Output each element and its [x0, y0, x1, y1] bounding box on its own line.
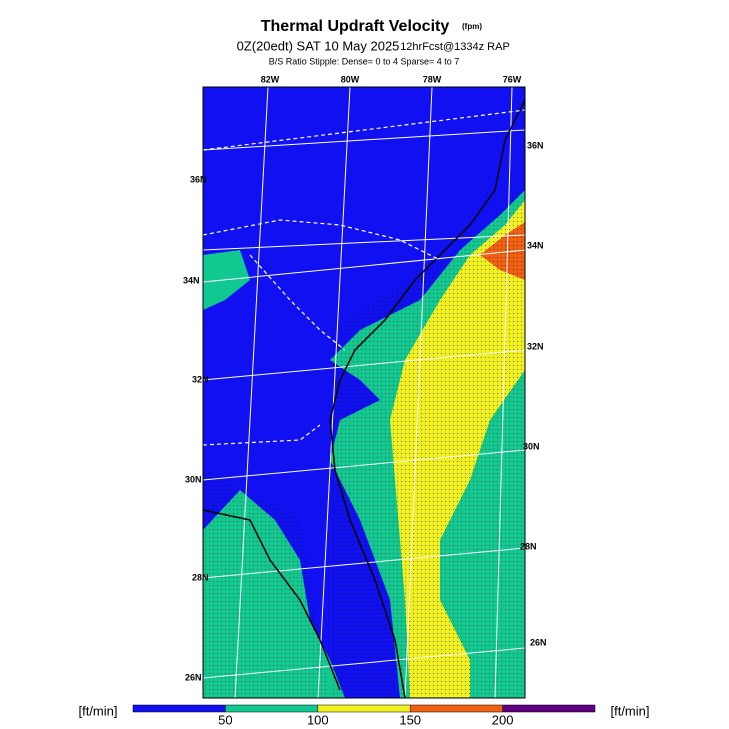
borders — [202, 109, 526, 446]
colorbar-unit: [ft/min] — [78, 703, 117, 718]
lon-label: 76W — [503, 74, 522, 84]
lon-label: 82W — [261, 74, 280, 84]
coastline — [202, 99, 526, 699]
lat-label: 26N — [185, 672, 202, 682]
stipple — [203, 470, 330, 698]
lat-label: 28N — [192, 572, 209, 582]
stipple-note: B/S Ratio Stipple: Dense= 0 to 4 Sparse=… — [269, 56, 460, 66]
lon-label: 78W — [423, 74, 442, 84]
lat-label: 34N — [183, 275, 200, 285]
lat-label: 32N — [527, 341, 544, 351]
colorbar-segment — [225, 705, 318, 712]
stipple — [330, 190, 525, 698]
colorbar-segment — [133, 705, 226, 712]
lat-label: 32N — [192, 374, 209, 384]
map-frame — [202, 86, 526, 699]
lon-label: 80W — [341, 74, 360, 84]
lat-label: 36N — [527, 140, 544, 150]
valid-time: 0Z(20edt) SAT 10 May 2025 — [237, 38, 400, 53]
lat-label: 36N — [190, 174, 207, 184]
run-info: 12hrFcst@1334z RAP — [400, 41, 510, 53]
colorbar-segment — [502, 705, 595, 712]
lat-label: 26N — [530, 637, 547, 647]
title: Thermal Updraft Velocity — [261, 18, 450, 35]
lat-label: 34N — [527, 240, 544, 250]
colorbar-frame — [132, 704, 596, 713]
graticule — [202, 86, 526, 699]
colorbar-segment — [317, 705, 411, 712]
lat-label: 28N — [520, 541, 537, 551]
colorbar-tick-label: 100 — [307, 712, 329, 727]
lat-label: 30N — [523, 441, 540, 451]
colorbar-segment — [410, 705, 503, 712]
map — [202, 86, 526, 699]
colorbar-tick-label: 150 — [399, 712, 421, 727]
title-unit: (fpm) — [462, 22, 482, 31]
colorbar-tick-label: 50 — [218, 712, 232, 727]
colorbar-tick-label: 200 — [492, 712, 514, 727]
colorbar-unit: [ft/min] — [610, 703, 649, 718]
lat-label: 30N — [185, 474, 202, 484]
